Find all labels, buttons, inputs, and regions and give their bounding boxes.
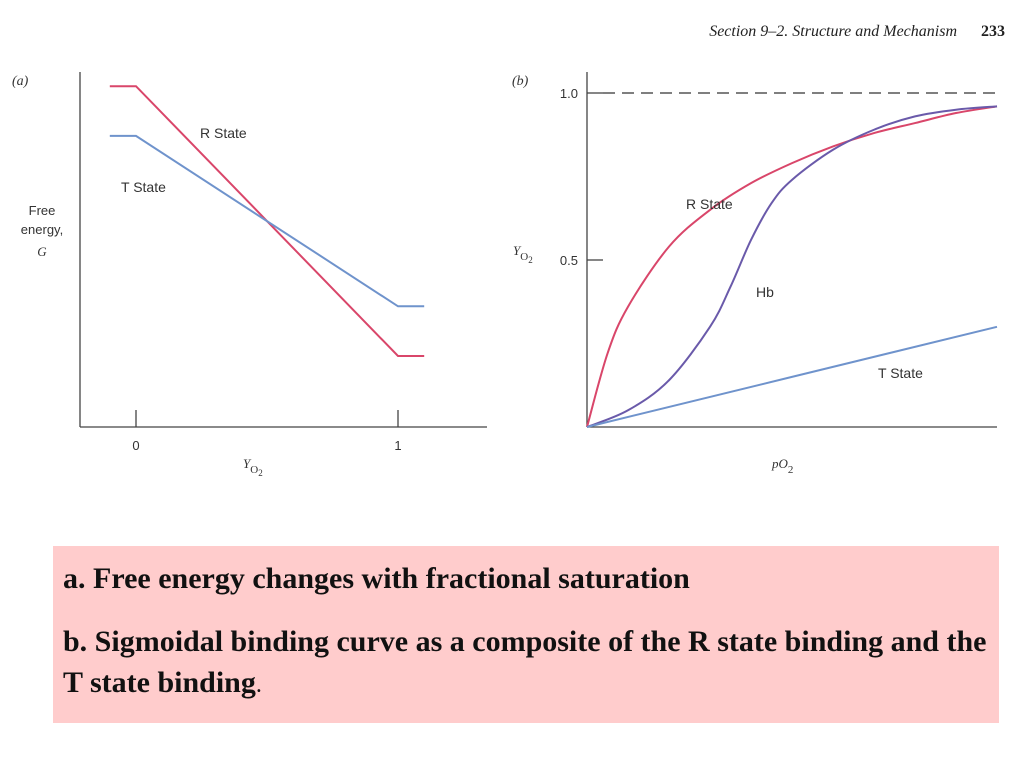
panel-a-ylabel-line-3: G [37,244,47,259]
panel-b-ytick-label-1.0: 1.0 [560,86,578,101]
panel-a-letter: (a) [12,74,29,89]
caption-line-b-period: . [255,672,262,698]
panel-a-xlabel: YO2 [243,456,263,478]
panel-b-series-r-state [586,105,998,428]
panel-b-label-hb: Hb [756,284,774,300]
caption-box: a. Free energy changes with fractional s… [53,546,999,723]
panel-b-label-t-state: T State [878,365,923,381]
caption-line-a: a. Free energy changes with fractional s… [63,562,690,595]
panel-b-xlabel: pO2 [771,456,793,476]
section-header: Section 9–2. Structure and Mechanism [709,23,957,40]
page-number: 233 [981,23,1005,40]
panel-a-label-r-state: R State [200,125,247,141]
svg-text:pO2: pO2 [771,456,793,476]
panel-a-series-t-state [109,134,425,308]
svg-text:YO2: YO2 [513,243,533,265]
panel-b-ylabel-subsub: 2 [528,255,533,265]
panel-a-ylabel-line-2: energy, [21,222,63,237]
panel-a-xlabel-sub: O [250,464,258,476]
panel-b-xlabel-sub: 2 [788,464,794,476]
panel-a-xlabel-main: Y [243,456,252,471]
caption-line-b-text: b. Sigmoidal binding curve as a composit… [63,625,987,699]
panel-a-ylabel-line-1: Free [29,203,56,218]
caption-line-b: b. Sigmoidal binding curve as a composit… [63,621,989,706]
panel-b-letter: (b) [512,74,529,89]
figure: Section 9–2. Structure and Mechanism 233… [12,23,1005,478]
svg-text:YO2: YO2 [243,456,263,478]
panel-a-xtick-label-0: 0 [132,438,139,453]
panel-b-label-r-state: R State [686,196,733,212]
panel-b-xlabel-main: pO [771,456,789,471]
panel-b-series-t-state [586,325,998,428]
panel-b-ylabel-main: Y [513,243,522,258]
panel-a-label-t-state: T State [121,179,166,195]
panel-a-xlabel-subsub: 2 [258,468,263,478]
panel-a-free-energy-chart: (a) Free energy, G 0 1 R State T State YO2 [12,72,487,478]
panel-a-xtick-label-1: 1 [394,438,401,453]
panel-b-ytick-label-0.5: 0.5 [560,253,578,268]
panel-b-ylabel: YO2 [513,243,533,265]
panel-b-series-hb [586,105,998,428]
panel-b-ylabel-sub: O [520,251,528,263]
